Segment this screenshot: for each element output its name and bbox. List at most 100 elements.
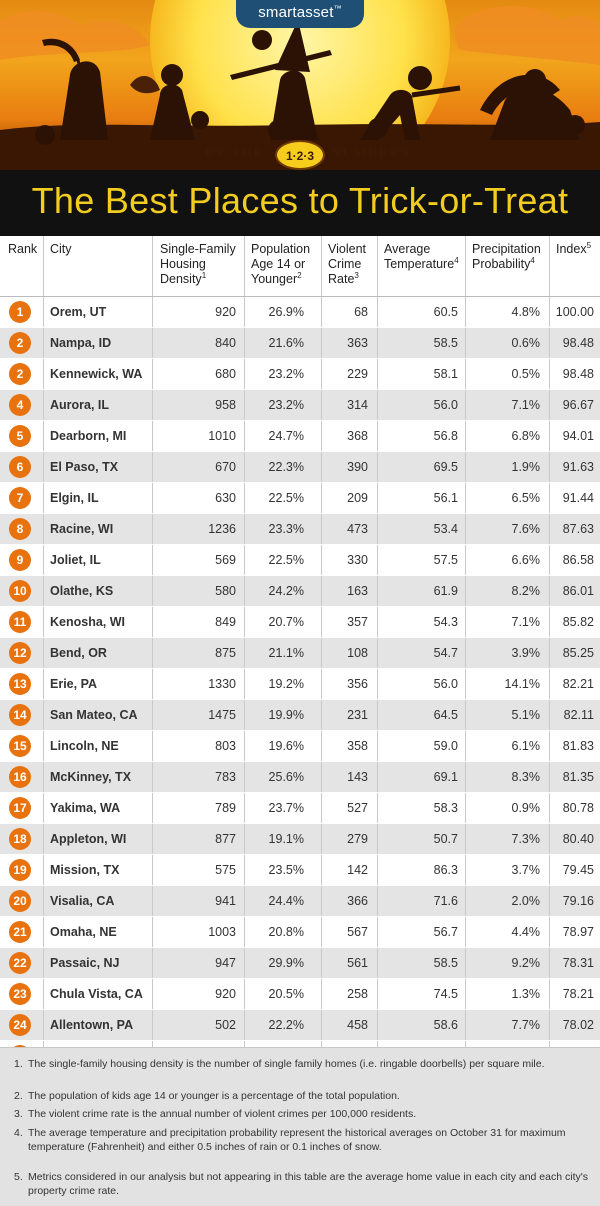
index-cell: 98.48 <box>562 367 594 381</box>
column-divider <box>152 762 153 792</box>
column-divider <box>244 855 245 885</box>
column-divider <box>321 948 322 978</box>
population-cell: 29.9% <box>268 956 304 970</box>
precipitation-cell: 14.1% <box>504 677 540 691</box>
table-header: Rank City Single-Family Housing Density1 Po… <box>0 236 600 297</box>
column-divider <box>549 359 550 389</box>
column-divider <box>377 886 378 916</box>
column-divider <box>321 576 322 606</box>
table-row: 19 Mission, TX 575 23.5% 142 86.3 3.7% 79.45 <box>0 855 600 886</box>
precipitation-cell: 7.1% <box>511 615 541 629</box>
city-cell: Passaic, NJ <box>50 956 120 970</box>
by-the-numbers-badge: BY THE 1·2·3 NUMBERS <box>0 140 600 170</box>
temperature-cell: 58.5 <box>433 336 458 350</box>
housing-density-cell: 803 <box>215 739 236 753</box>
column-divider <box>152 297 153 327</box>
housing-density-header: Single-Family Housing Density1 <box>160 242 236 286</box>
precipitation-cell: 0.6% <box>511 336 541 350</box>
column-divider <box>244 979 245 1009</box>
column-divider <box>465 483 466 513</box>
table-row: 9 Joliet, IL 569 22.5% 330 57.5 6.6% 86.58 <box>0 545 600 576</box>
temperature-cell: 56.0 <box>433 398 458 412</box>
by-the-label: BY THE <box>205 146 264 161</box>
index-cell: 78.21 <box>562 987 594 1001</box>
rank-badge: 2 <box>9 363 31 385</box>
column-divider <box>549 576 550 606</box>
housing-density-cell: 920 <box>215 987 236 1001</box>
column-divider <box>321 1010 322 1040</box>
column-divider <box>549 514 550 544</box>
column-divider <box>152 700 153 730</box>
index-cell: 100.00 <box>555 305 594 319</box>
column-divider <box>549 917 550 947</box>
housing-density-cell: 1330 <box>208 677 236 691</box>
rank-badge: 12 <box>9 642 31 664</box>
crime-rate-cell: 163 <box>347 584 368 598</box>
column-divider <box>321 793 322 823</box>
population-cell: 25.6% <box>268 770 304 784</box>
city-cell: Allentown, PA <box>50 1018 134 1032</box>
column-divider <box>377 731 378 761</box>
column-divider <box>152 236 153 296</box>
column-divider <box>465 855 466 885</box>
rank-badge: 7 <box>9 487 31 509</box>
city-cell: Visalia, CA <box>50 894 115 908</box>
column-divider <box>244 297 245 327</box>
column-divider <box>43 359 44 389</box>
column-divider <box>244 236 245 296</box>
footnote-item: 3. The violent crime rate is the annual n… <box>14 1108 417 1120</box>
column-divider <box>43 1010 44 1040</box>
column-divider <box>152 948 153 978</box>
column-divider <box>43 638 44 668</box>
table-row: 23 Chula Vista, CA 920 20.5% 258 74.5 1.3% 78.2… <box>0 979 600 1010</box>
column-divider <box>152 917 153 947</box>
housing-density-cell: 580 <box>215 584 236 598</box>
column-divider <box>43 328 44 358</box>
index-cell: 80.78 <box>562 801 594 815</box>
population-cell: 19.2% <box>268 677 304 691</box>
column-divider <box>377 297 378 327</box>
table-row: 7 Elgin, IL 630 22.5% 209 56.1 6.5% 91.44 <box>0 483 600 514</box>
crime-rate-cell: 356 <box>347 677 368 691</box>
column-divider <box>43 669 44 699</box>
rank-badge: 4 <box>9 394 31 416</box>
table-row: 16 McKinney, TX 783 25.6% 143 69.1 8.3% 81.35 <box>0 762 600 793</box>
population-cell: 20.7% <box>268 615 304 629</box>
column-divider <box>377 700 378 730</box>
column-divider <box>549 824 550 854</box>
housing-density-cell: 789 <box>215 801 236 815</box>
column-divider <box>244 948 245 978</box>
table-row: 2 Kennewick, WA 680 23.2% 229 58.1 0.5% 98.48 <box>0 359 600 390</box>
column-divider <box>321 297 322 327</box>
temperature-header: Average Temperature4 <box>384 242 459 271</box>
index-cell: 96.67 <box>562 398 594 412</box>
column-divider <box>43 452 44 482</box>
table-row: 12 Bend, OR 875 21.1% 108 54.7 3.9% 85.25 <box>0 638 600 669</box>
column-divider <box>465 421 466 451</box>
precipitation-cell: 1.3% <box>511 987 541 1001</box>
column-divider <box>43 979 44 1009</box>
column-divider <box>549 700 550 730</box>
housing-density-cell: 958 <box>215 398 236 412</box>
column-divider <box>321 700 322 730</box>
column-divider <box>43 576 44 606</box>
population-cell: 22.5% <box>268 553 304 567</box>
crime-rate-cell: 108 <box>347 646 368 660</box>
table-row: 15 Lincoln, NE 803 19.6% 358 59.0 6.1% 81.83 <box>0 731 600 762</box>
population-cell: 24.4% <box>268 894 304 908</box>
city-cell: Orem, UT <box>50 305 107 319</box>
housing-density-cell: 1475 <box>208 708 236 722</box>
column-divider <box>549 452 550 482</box>
column-divider <box>549 669 550 699</box>
index-cell: 82.21 <box>562 677 594 691</box>
precipitation-header: Precipitation Probability4 <box>472 242 541 271</box>
index-cell: 98.48 <box>562 336 594 350</box>
crime-rate-cell: 258 <box>347 987 368 1001</box>
precipitation-cell: 4.8% <box>511 305 541 319</box>
temperature-cell: 57.5 <box>433 553 458 567</box>
halloween-banner: smartasset™ BY THE 1·2·3 NUMBERS <box>0 0 600 170</box>
precipitation-cell: 3.7% <box>511 863 541 877</box>
column-divider <box>43 514 44 544</box>
column-divider <box>377 514 378 544</box>
